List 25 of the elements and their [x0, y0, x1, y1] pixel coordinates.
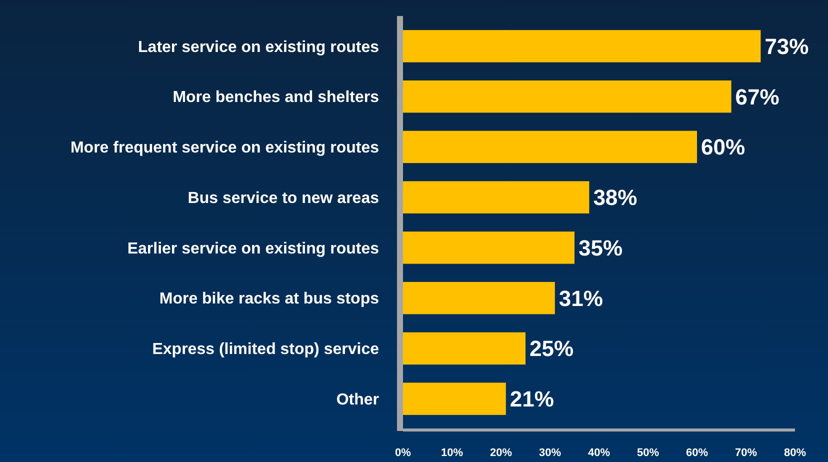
x-tick-label: 80%: [784, 447, 806, 459]
data-label: 35%: [578, 235, 623, 260]
y-tick-label: Express (limited stop) service: [152, 341, 380, 358]
data-label: 21%: [510, 386, 554, 412]
data-label: 67%: [735, 84, 780, 110]
x-tick-label: 50%: [636, 447, 660, 459]
x-tick-label: 10%: [440, 447, 464, 459]
x-tick-label: 60%: [686, 447, 708, 459]
data-label: 38%: [593, 185, 638, 210]
x-tick-label: 0%: [395, 447, 412, 459]
x-tick-label: 20%: [490, 447, 512, 459]
data-label: 25%: [530, 336, 574, 362]
y-tick-label: Other: [336, 391, 379, 408]
x-tick-label: 30%: [538, 447, 562, 459]
y-tick-label: Earlier service on existing routes: [127, 240, 380, 258]
y-tick-label: More benches and shelters: [172, 89, 380, 106]
x-tick-label: 70%: [734, 447, 758, 459]
data-label: 73%: [764, 34, 809, 59]
data-label: 31%: [558, 286, 603, 311]
y-tick-label: Bus service to new areas: [188, 190, 380, 207]
x-tick-label: 40%: [588, 447, 610, 459]
data-label: 60%: [701, 134, 746, 160]
y-tick-label: Later service on existing routes: [138, 38, 380, 56]
y-tick-label: More frequent service on existing routes: [70, 140, 380, 157]
y-tick-label: More bike racks at bus stops: [159, 290, 380, 308]
